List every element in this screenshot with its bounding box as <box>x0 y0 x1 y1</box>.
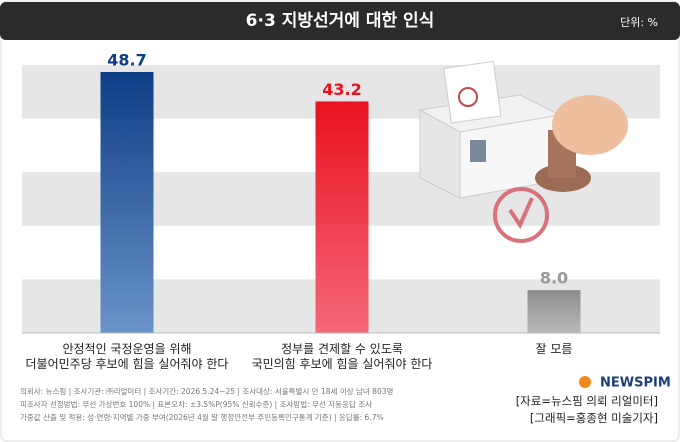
ballot-illustration <box>418 60 628 243</box>
bar <box>100 71 154 333</box>
footnote: 피조사자 선정방법: 무선 가상번호 100% | 표본오차: ±3.5%P(9… <box>20 400 373 409</box>
x-tick-label: 안정적인 국정운영을 위해 더불어민주당 후보에 힘을 실어줘야 한다 <box>25 342 229 371</box>
value-label: 43.2 <box>322 80 361 99</box>
value-label: 8.0 <box>540 269 568 288</box>
unit: 단위: % <box>620 16 658 29</box>
chart-title: 6·3 지방선거에 대한 인식 <box>246 11 435 31</box>
logo: NEWSPIM <box>600 376 671 391</box>
footnote: 의뢰사: 뉴스핌 | 조사기관: ㈜리얼미터 | 조사기간: 2026.5.24… <box>20 387 394 396</box>
x-tick-label: 정부를 견제할 수 있도록 국민의힘 후보에 힘을 실어줘야 한다 <box>251 342 433 371</box>
header-bar <box>0 2 680 40</box>
credit: [자료=뉴스핌 의뢰 리얼미터] <box>515 394 658 408</box>
x-tick-label: 잘 모름 <box>535 342 573 356</box>
bar <box>315 101 369 333</box>
bar <box>527 290 581 333</box>
footnote: 가중값 산출 및 적용: 성·연령·지역별 가중 부여(2026년 4월 말 행… <box>20 413 384 422</box>
credit: [그래픽=홍종현 미술기자] <box>529 411 658 425</box>
logo-icon <box>579 376 591 388</box>
value-label: 48.7 <box>107 50 146 69</box>
